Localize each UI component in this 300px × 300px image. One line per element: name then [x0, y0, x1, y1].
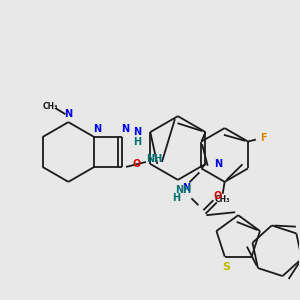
Text: NH: NH — [175, 185, 192, 195]
Text: N: N — [214, 159, 223, 169]
Text: N: N — [93, 124, 101, 134]
Text: N: N — [121, 124, 129, 134]
Text: O: O — [213, 191, 221, 201]
Text: N: N — [182, 183, 190, 193]
Text: H: H — [133, 137, 141, 147]
Text: H: H — [172, 193, 180, 203]
Text: CH₃: CH₃ — [215, 195, 230, 204]
Text: S: S — [223, 262, 231, 272]
Text: F: F — [260, 133, 267, 142]
Text: N: N — [64, 109, 72, 119]
Text: N: N — [133, 127, 141, 137]
Text: CH₃: CH₃ — [43, 102, 58, 111]
Text: O: O — [132, 159, 140, 169]
Text: NH: NH — [146, 154, 162, 164]
